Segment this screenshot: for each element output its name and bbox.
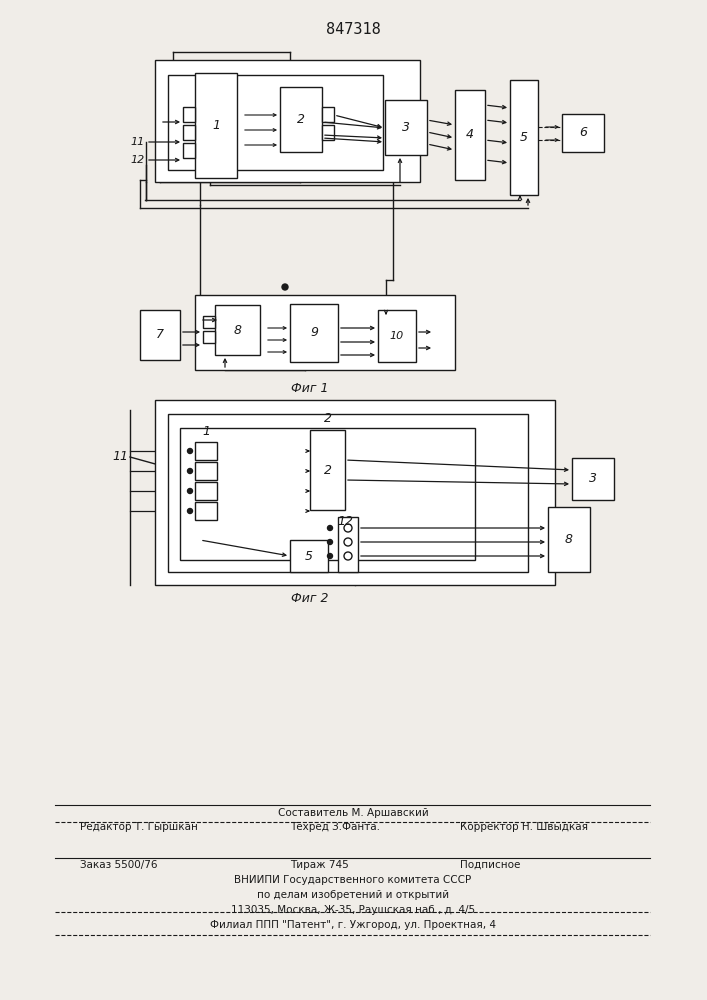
Circle shape — [187, 508, 192, 514]
Bar — [203, 331, 215, 343]
Text: 12: 12 — [131, 155, 145, 165]
Text: 11: 11 — [112, 450, 128, 464]
Bar — [378, 310, 416, 362]
Text: 6: 6 — [579, 126, 587, 139]
Text: 113035, Москва, Ж-35, Раушская наб., д. 4/5: 113035, Москва, Ж-35, Раушская наб., д. … — [231, 905, 475, 915]
Text: 3: 3 — [589, 473, 597, 486]
Bar — [562, 114, 604, 152]
Bar — [180, 428, 475, 560]
Text: Техред З.Фанта.: Техред З.Фанта. — [290, 822, 380, 832]
Text: Подписное: Подписное — [460, 860, 520, 870]
Text: 9: 9 — [310, 326, 318, 340]
Text: Филиал ППП "Патент", г. Ужгород, ул. Проектная, 4: Филиал ППП "Патент", г. Ужгород, ул. Про… — [210, 920, 496, 930]
Bar — [140, 310, 180, 360]
Bar — [455, 90, 485, 180]
Bar — [572, 458, 614, 500]
Text: ВНИИПИ Государственного комитета СССР: ВНИИПИ Государственного комитета СССР — [235, 875, 472, 885]
Bar — [290, 304, 338, 362]
Text: Корректор Н. Швыдкая: Корректор Н. Швыдкая — [460, 822, 588, 832]
Text: Фиг 1: Фиг 1 — [291, 382, 329, 395]
Bar — [155, 60, 420, 182]
Bar — [168, 75, 383, 170]
Bar — [338, 517, 358, 572]
Text: 2: 2 — [324, 412, 332, 425]
Circle shape — [327, 526, 332, 530]
Text: 4: 4 — [466, 128, 474, 141]
Bar — [280, 87, 322, 152]
Bar — [310, 430, 345, 510]
Bar — [203, 316, 215, 328]
Text: Редактор Т. Гыршкан: Редактор Т. Гыршкан — [80, 822, 198, 832]
Text: 1: 1 — [202, 425, 210, 438]
Circle shape — [187, 448, 192, 454]
Circle shape — [187, 468, 192, 474]
Bar — [183, 107, 195, 122]
Text: 5: 5 — [520, 131, 528, 144]
Text: 2: 2 — [324, 464, 332, 477]
Text: 7: 7 — [156, 328, 164, 342]
Text: Фиг 2: Фиг 2 — [291, 592, 329, 605]
Text: по делам изобретений и открытий: по делам изобретений и открытий — [257, 890, 449, 900]
Bar — [290, 540, 328, 572]
Bar — [195, 462, 217, 480]
Text: 8: 8 — [565, 533, 573, 546]
Bar — [183, 143, 195, 158]
Text: 12: 12 — [337, 515, 353, 528]
Text: 10: 10 — [390, 331, 404, 341]
Text: 2: 2 — [297, 113, 305, 126]
Text: Заказ 5500/76: Заказ 5500/76 — [80, 860, 158, 870]
Text: 11: 11 — [131, 137, 145, 147]
Bar — [195, 502, 217, 520]
Bar — [510, 80, 538, 195]
Text: 5: 5 — [305, 550, 313, 562]
Circle shape — [187, 488, 192, 493]
Bar — [195, 442, 217, 460]
Text: 8: 8 — [233, 324, 242, 336]
Bar — [548, 507, 590, 572]
Bar — [322, 125, 334, 140]
Circle shape — [327, 554, 332, 558]
Bar — [385, 100, 427, 155]
Bar — [155, 400, 555, 585]
Circle shape — [327, 540, 332, 544]
Bar — [195, 295, 455, 370]
Text: 847318: 847318 — [326, 22, 380, 37]
Bar — [183, 125, 195, 140]
Text: 1: 1 — [212, 119, 220, 132]
Bar — [168, 414, 528, 572]
Text: 3: 3 — [402, 121, 410, 134]
Bar — [195, 73, 237, 178]
Bar — [322, 107, 334, 122]
Bar — [195, 482, 217, 500]
Text: Составитель М. Аршавский: Составитель М. Аршавский — [278, 808, 428, 818]
Circle shape — [282, 284, 288, 290]
Text: Тираж 745: Тираж 745 — [290, 860, 349, 870]
Bar — [215, 305, 260, 355]
